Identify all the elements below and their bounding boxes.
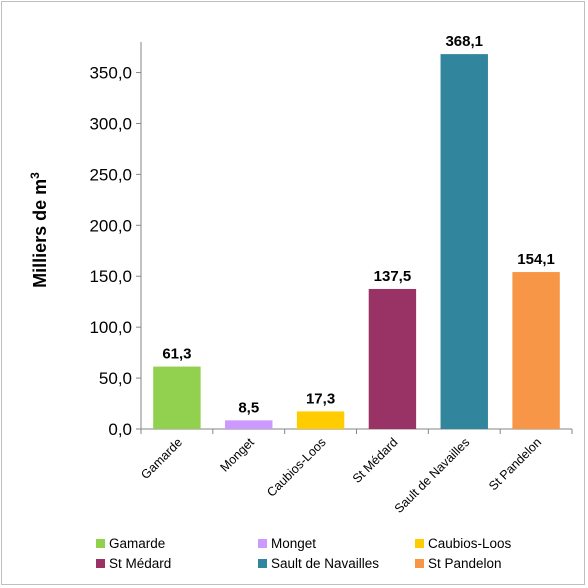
data-label: 368,1 bbox=[445, 33, 483, 50]
category-label: Caubios-Loos bbox=[264, 435, 328, 499]
legend-label: Sault de Navailles bbox=[271, 556, 379, 571]
y-tick-label: 100,0 bbox=[89, 318, 132, 337]
bar bbox=[225, 420, 273, 429]
data-label: 17,3 bbox=[306, 390, 335, 407]
data-label: 137,5 bbox=[374, 268, 412, 285]
bar bbox=[153, 366, 201, 429]
bar bbox=[440, 54, 488, 430]
legend-label: Caubios-Loos bbox=[428, 536, 512, 551]
bar bbox=[368, 288, 417, 429]
data-label: 61,3 bbox=[162, 346, 191, 363]
legend-label: Gamarde bbox=[109, 536, 165, 551]
legend-label: Monget bbox=[271, 536, 316, 551]
y-tick-label: 0,0 bbox=[108, 420, 132, 439]
y-tick-label: 200,0 bbox=[89, 216, 132, 235]
data-label: 154,1 bbox=[517, 251, 555, 268]
category-labels: Gamarde Monget Caubios-Loos St MédardSault … bbox=[138, 435, 544, 516]
bar bbox=[296, 411, 345, 429]
legend-label: St Médard bbox=[109, 556, 171, 571]
legend-swatch bbox=[96, 559, 105, 568]
y-tick-label: 350,0 bbox=[89, 64, 132, 83]
legend-swatch bbox=[415, 559, 424, 568]
bar bbox=[512, 272, 560, 429]
category-label: St Pandelon bbox=[486, 435, 544, 493]
legend-label: St Pandelon bbox=[428, 556, 502, 571]
data-labels: 61,3 8,5 17,3 137,5 368,1 154,1 bbox=[162, 33, 555, 416]
bars bbox=[153, 54, 560, 430]
legend-swatch bbox=[258, 539, 267, 548]
legend-swatch bbox=[258, 559, 267, 568]
axes: 0,0 50,0 100,0 150,0 200,0 250,0 300,0 350,0 bbox=[89, 42, 573, 439]
y-tick-label: 50,0 bbox=[99, 369, 132, 388]
data-label: 8,5 bbox=[238, 399, 259, 416]
category-label: Gamarde bbox=[138, 435, 185, 482]
category-label: Monget bbox=[217, 435, 257, 475]
legend: Gamarde Monget Caubios-Loos St Médard Sault … bbox=[96, 536, 512, 571]
y-axis-title-superscript: 3 bbox=[28, 172, 42, 179]
legend-swatch bbox=[96, 539, 105, 548]
y-tick-label: 250,0 bbox=[89, 165, 132, 184]
legend-swatch bbox=[415, 539, 424, 548]
y-axis-title-main: Milliers de m bbox=[30, 179, 50, 288]
y-tick-label: 300,0 bbox=[89, 114, 132, 133]
category-label: St Médard bbox=[350, 435, 401, 486]
category-label: Sault de Navailles bbox=[392, 435, 473, 516]
y-axis-title: Milliers de m3 bbox=[28, 172, 50, 288]
y-tick-label: 150,0 bbox=[89, 267, 132, 286]
